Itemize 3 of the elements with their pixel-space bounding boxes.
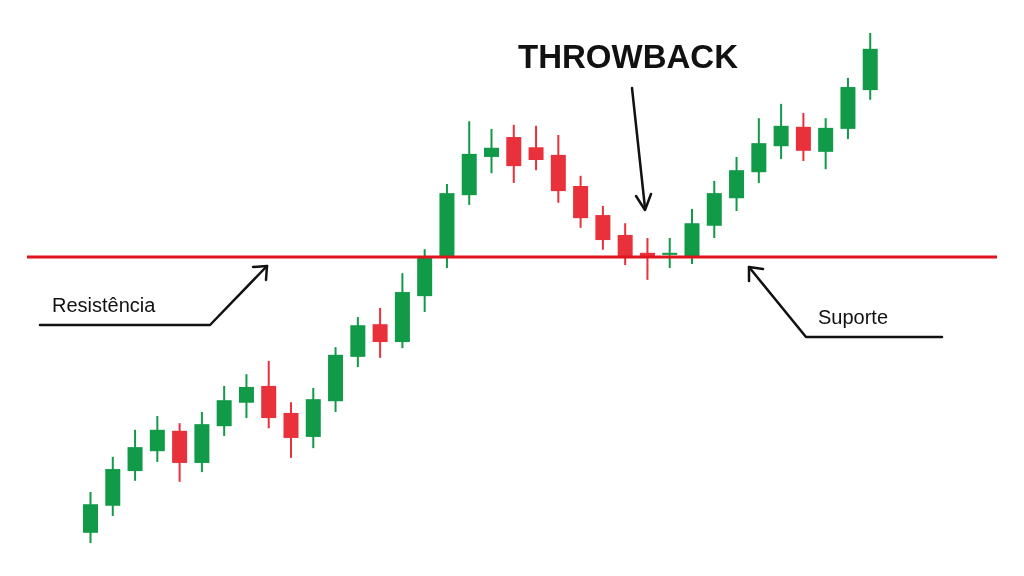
annotation: Resistência <box>52 294 157 317</box>
annotation: Suporte <box>818 306 890 329</box>
annotation: THROWBACK <box>517 38 739 76</box>
